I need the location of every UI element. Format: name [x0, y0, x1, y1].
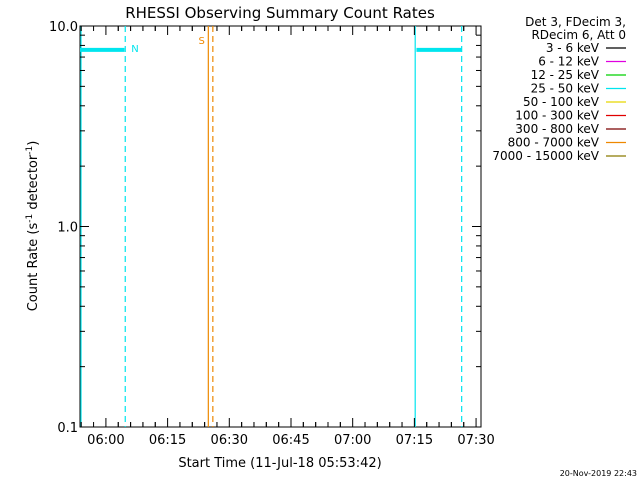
y-axis-label-sup1: -1: [25, 214, 35, 223]
marker-label: N: [131, 44, 138, 55]
y-tick-label: 0.1: [57, 421, 78, 436]
time-markers: NS: [80, 26, 463, 427]
legend-header-line: Det 3, FDecim 3,: [525, 15, 626, 29]
marker-label: S: [198, 36, 204, 47]
legend-entry-label: 100 - 300 keV: [515, 109, 599, 123]
legend-header-line: RDecim 6, Att 0: [531, 28, 626, 42]
y-axis-label: Count Rate (s-1 detector-1): [25, 141, 41, 312]
y-axis-label-main: Count Rate (s: [26, 223, 41, 312]
y-axis-label-end: ): [26, 141, 41, 146]
y-tick-label: 1.0: [57, 221, 78, 236]
legend-entry-label: 50 - 100 keV: [523, 95, 600, 109]
legend: Det 3, FDecim 3,RDecim 6, Att 03 - 6 keV…: [492, 15, 626, 163]
legend-entry-label: 12 - 25 keV: [531, 68, 600, 82]
x-tick-label: 06:45: [272, 433, 309, 448]
x-tick-label: 07:15: [396, 433, 433, 448]
legend-entry-label: 7000 - 15000 keV: [492, 149, 599, 163]
x-tick-label: 06:00: [87, 433, 124, 448]
legend-entry-label: 3 - 6 keV: [546, 41, 600, 55]
x-tick-label: 06:30: [211, 433, 248, 448]
legend-entry-label: 300 - 800 keV: [515, 122, 599, 136]
y-axis-ticks: 0.1 1.0 10.0: [49, 20, 481, 436]
x-tick-label: 07:00: [334, 433, 371, 448]
plot-frame: [79, 25, 482, 428]
y-tick-label: 10.0: [49, 20, 78, 35]
x-axis-label: Start Time (11-Jul-18 05:53:42): [178, 456, 381, 471]
legend-entry-label: 6 - 12 keV: [538, 55, 600, 69]
x-tick-label: 07:30: [457, 433, 494, 448]
x-axis-ticks: 06:00 06:15 06:30 06:45 07:00 07:15 07:30: [80, 26, 495, 448]
legend-entry-label: 800 - 7000 keV: [508, 136, 600, 150]
y-axis-label-mid: detector: [26, 154, 41, 214]
legend-entry-label: 25 - 50 keV: [531, 82, 600, 96]
x-tick-label: 06:15: [149, 433, 186, 448]
footer-timestamp: 20-Nov-2019 22:43: [560, 469, 637, 478]
y-axis-label-sup2: -1: [25, 146, 35, 155]
chart-title: RHESSI Observing Summary Count Rates: [125, 4, 435, 22]
